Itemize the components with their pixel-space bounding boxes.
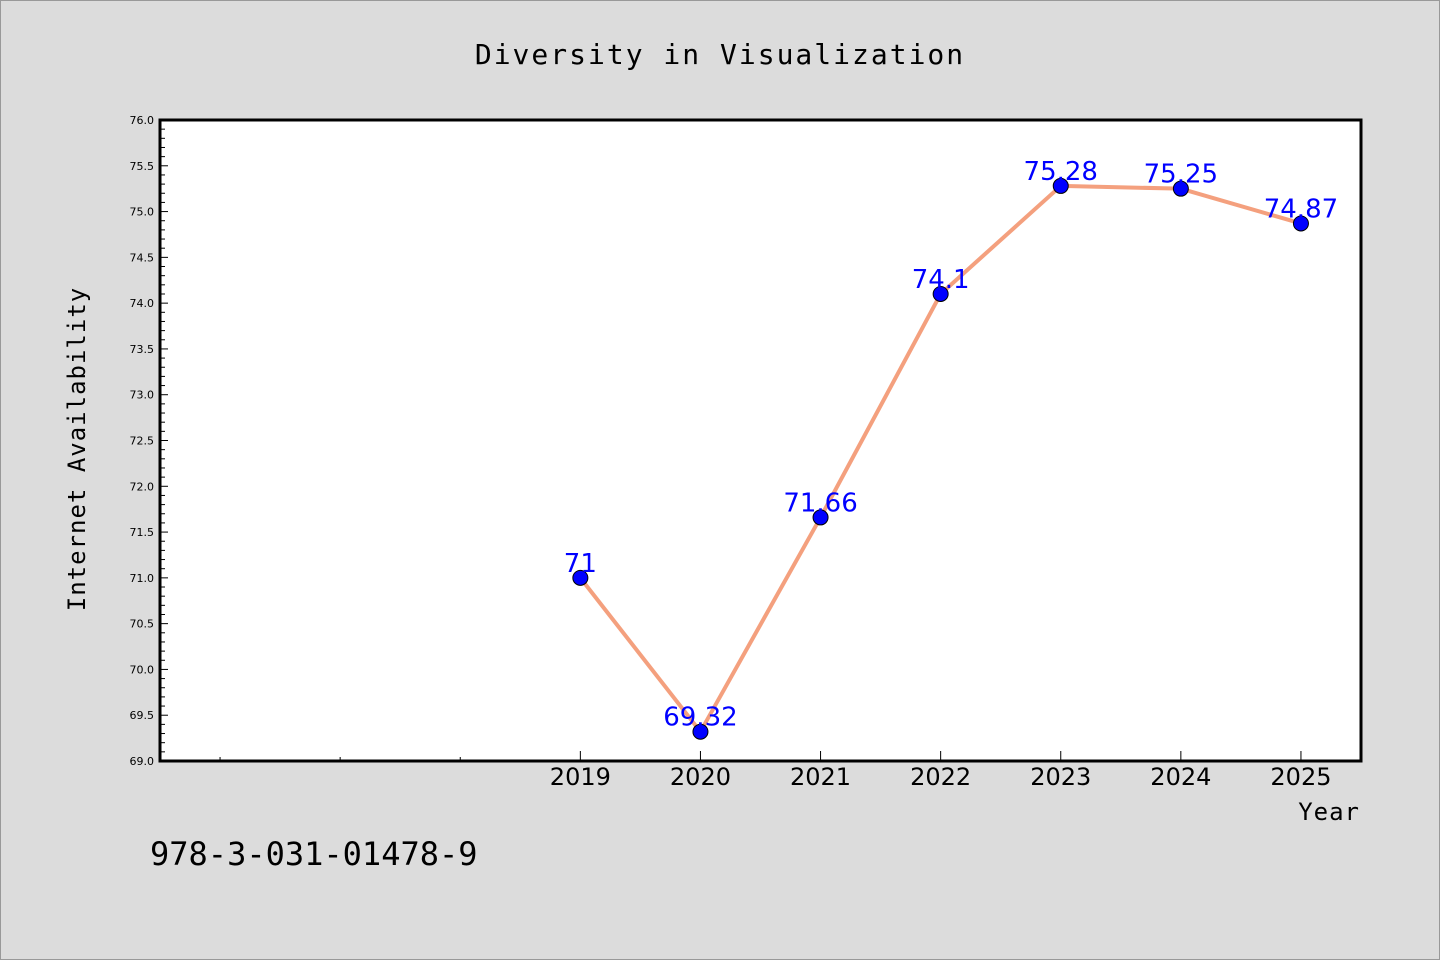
x-tick-label: 2023: [1030, 763, 1091, 791]
data-label: 71: [564, 549, 597, 579]
y-tick-label: 72.0: [130, 480, 155, 493]
y-tick-label: 69.0: [130, 755, 155, 768]
y-tick-label: 72.5: [130, 435, 155, 448]
y-tick-label: 74.5: [130, 251, 155, 264]
y-tick-label: 70.5: [130, 618, 155, 631]
y-tick-label: 71.0: [130, 572, 155, 585]
data-point: [932, 285, 949, 302]
series-line: [572, 177, 1309, 740]
x-axis: 2019 2020 2021 2022 2023 2024 2025: [219, 751, 1331, 791]
y-tick-label: 75.5: [130, 160, 155, 173]
y-axis: 69.0 69.5 70.0 70.5 71.0 71.5 72.0 72.5 73.0 73.5…: [130, 114, 168, 768]
data-label: 71.66: [783, 488, 857, 518]
x-tick-label: 2019: [550, 763, 611, 791]
y-tick-label: 76.0: [130, 114, 155, 127]
y-axis-label: Internet Availability: [63, 287, 91, 611]
isbn-text: 978-3-031-01478-9: [150, 835, 478, 873]
y-tick-label: 73.0: [130, 389, 155, 402]
data-label: 74.1: [912, 265, 970, 295]
data-label: 75.28: [1024, 157, 1098, 187]
data-label: 75.25: [1144, 160, 1218, 190]
data-point: [1292, 215, 1309, 232]
y-tick-label: 73.5: [130, 343, 155, 356]
data-point: [572, 569, 589, 586]
plot-area: [158, 118, 1363, 763]
y-tick-label: 75.0: [130, 206, 155, 219]
x-tick-label: 2020: [670, 763, 731, 791]
x-tick-label: 2021: [790, 763, 851, 791]
y-tick-label: 70.0: [130, 663, 155, 676]
data-labels: 71 69.32 71.66 74.1 75.28 75.25 74.87: [564, 157, 1338, 733]
y-tick-label: 69.5: [130, 709, 155, 722]
data-label: 74.87: [1264, 194, 1338, 224]
x-tick-label: 2022: [910, 763, 971, 791]
data-point: [812, 509, 829, 526]
data-point: [1172, 180, 1189, 197]
data-point: [692, 723, 709, 740]
data-point: [1052, 177, 1069, 194]
y-tick-label: 71.5: [130, 526, 155, 539]
data-label: 69.32: [663, 703, 737, 733]
y-tick-label: 74.0: [130, 297, 155, 310]
x-tick-label: 2025: [1270, 763, 1331, 791]
x-axis-label: Year: [1298, 798, 1360, 826]
chart-title: Diversity in Visualization: [475, 38, 965, 71]
x-tick-label: 2024: [1150, 763, 1211, 791]
